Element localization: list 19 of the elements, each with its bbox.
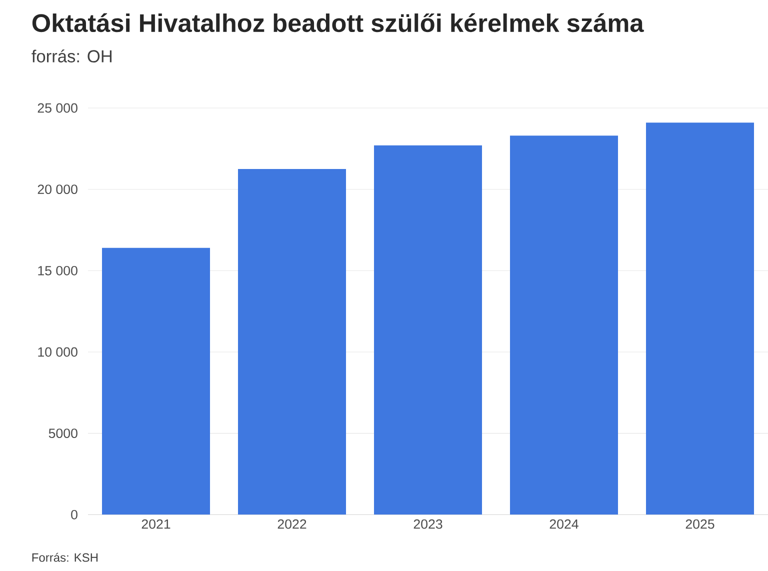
y-tick-label: 25 000: [38, 103, 78, 113]
y-tick-label: 20 000: [38, 184, 78, 194]
x-tick-label: 2022: [278, 520, 306, 529]
bar: [238, 169, 346, 515]
chart-title: Oktatási Hivatalhoz beadott szülői kérelmek száma: [32, 13, 644, 32]
x-tick-label: 2024: [550, 520, 578, 529]
y-tick-label: 15 000: [38, 266, 78, 276]
x-tick-label: 2023: [414, 520, 442, 529]
y-tick-label: 5000: [48, 428, 78, 438]
x-tick-label: 2025: [686, 520, 714, 529]
text: Forrás: KSH: [32, 553, 98, 562]
x-tick-label: 2021: [142, 520, 170, 529]
bar: [510, 136, 618, 515]
bar: [374, 146, 482, 515]
bar: [102, 248, 210, 515]
chart-subtitle: forrás: OH: [32, 50, 112, 63]
y-tick-label: 10 000: [38, 347, 78, 357]
bar: [646, 122, 754, 515]
y-tick-label: 0: [71, 510, 78, 520]
